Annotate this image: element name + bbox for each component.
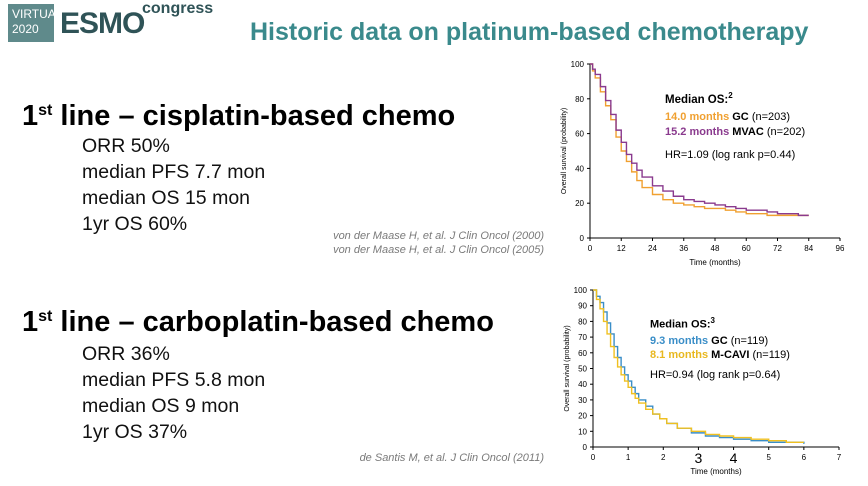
heading-superscript: st xyxy=(38,308,53,325)
heading-text: line – cisplatin-based chemo xyxy=(52,100,456,132)
x-tick-label: 4 xyxy=(730,450,738,466)
median-os-title: Median OS:2 xyxy=(665,91,733,106)
x-tick-label: 84 xyxy=(804,244,813,253)
x-tick-label: 96 xyxy=(836,244,845,253)
x-tick-label: 60 xyxy=(742,244,751,253)
km-chart-carboplatin: 0 10 20 30 40 50 60 70 80 90 100 0 1 2 3 4 5 6 7 Time (mont… xyxy=(558,284,848,484)
annotation-row-gc: 9.3 months GC (n=119) xyxy=(650,335,769,347)
logo-congress-text: congress xyxy=(142,0,214,17)
y-tick-label: 50 xyxy=(578,365,587,374)
x-tick-label: 7 xyxy=(837,453,842,462)
heading-text: line – carboplatin-based chemo xyxy=(52,306,494,338)
y-tick-label: 60 xyxy=(578,349,587,358)
logo-virtual-badge: VIRTUAL 2020 xyxy=(8,4,63,42)
survival-curve-series-1 xyxy=(590,63,809,217)
x-tick-label: 24 xyxy=(648,244,657,253)
stat-item: 1yr OS 60% xyxy=(82,213,188,235)
annotation-row-gc: 14.0 months GC (n=203) xyxy=(665,111,791,123)
slide-title: Historic data on platinum-based chemothe… xyxy=(250,18,809,46)
section-heading-cisplatin: 1st line – cisplatin-based chemo xyxy=(22,100,455,133)
logo-virtual-text: VIRTUAL xyxy=(12,7,63,21)
annotation-row-mvac: 15.2 months MVAC (n=202) xyxy=(665,126,806,138)
y-tick-label: 80 xyxy=(575,95,584,104)
x-tick-label: 0 xyxy=(588,244,593,253)
heading-number: 1 xyxy=(22,100,39,132)
survival-curve-series-2 xyxy=(593,289,804,443)
citation-line: von der Maase H, et al. J Clin Oncol (20… xyxy=(333,244,544,256)
hazard-ratio-text: HR=0.94 (log rank p=0.64) xyxy=(650,369,781,381)
y-tick-label: 30 xyxy=(578,396,587,405)
logo-year-text: 2020 xyxy=(12,22,39,36)
y-tick-label: 40 xyxy=(578,380,587,389)
stat-item: median PFS 5.8 mon xyxy=(82,369,266,391)
annotation-row-mcavi: 8.1 months M-CAVI (n=119) xyxy=(650,349,790,361)
x-tick-label: 72 xyxy=(773,244,782,253)
km-chart-svg: 0 20 40 60 80 100 0 12 24 36 48 60 72 84 96 Time (month… xyxy=(561,60,845,267)
stat-list-carboplatin: ORR 36% median PFS 5.8 mon median OS 9 m… xyxy=(82,341,265,445)
x-tick-label: 6 xyxy=(802,453,807,462)
x-tick-label: 48 xyxy=(711,244,720,253)
y-tick-label: 20 xyxy=(575,199,584,208)
x-tick-label: 1 xyxy=(626,453,631,462)
heading-superscript: st xyxy=(38,102,53,119)
x-tick-label: 5 xyxy=(766,453,771,462)
x-tick-label: 0 xyxy=(591,453,596,462)
y-axis-label: Overall survival (probability) xyxy=(561,108,568,194)
y-tick-label: 100 xyxy=(574,286,588,295)
x-tick-label: 2 xyxy=(661,453,666,462)
stat-list-cisplatin: ORR 50% median PFS 7.7 mon median OS 15 … xyxy=(82,133,265,237)
stat-item: median OS 15 mon xyxy=(82,187,251,209)
citation-line: de Santis M, et al. J Clin Oncol (2011) xyxy=(359,452,544,464)
stat-item: 1yr OS 37% xyxy=(82,421,188,443)
x-axis-label: Time (months) xyxy=(689,258,741,267)
km-chart-cisplatin: 0 20 40 60 80 100 0 12 24 36 48 60 72 84 96 Time (month… xyxy=(548,58,848,278)
stat-item: ORR 36% xyxy=(82,343,170,365)
survival-curve-series-1 xyxy=(593,289,805,444)
km-chart-svg: 0 10 20 30 40 50 60 70 80 90 100 0 1 2 3 4 5 6 7 Time (mont… xyxy=(564,286,842,476)
y-tick-label: 80 xyxy=(578,317,587,326)
x-tick-label: 12 xyxy=(617,244,626,253)
y-tick-label: 20 xyxy=(578,412,587,421)
stat-item: median PFS 7.7 mon xyxy=(82,161,266,183)
stat-item: ORR 50% xyxy=(82,135,170,157)
y-tick-label: 100 xyxy=(571,60,585,69)
section-heading-carboplatin: 1st line – carboplatin-based chemo xyxy=(22,306,494,339)
y-tick-label: 70 xyxy=(578,333,587,342)
esmo-logo: VIRTUAL 2020 ESMO congress xyxy=(8,0,213,46)
x-tick-label: 36 xyxy=(679,244,688,253)
y-tick-label: 10 xyxy=(578,427,587,436)
heading-number: 1 xyxy=(22,306,39,338)
x-axis-label: Time (months) xyxy=(690,467,742,476)
y-tick-label: 0 xyxy=(583,443,588,452)
y-tick-label: 90 xyxy=(578,302,587,311)
y-tick-label: 40 xyxy=(575,164,584,173)
y-tick-label: 0 xyxy=(580,234,585,243)
stat-item: median OS 9 mon xyxy=(82,395,240,417)
x-tick-label: 3 xyxy=(695,450,703,466)
survival-curve-series-2 xyxy=(590,63,809,217)
median-os-title: Median OS:3 xyxy=(650,316,715,331)
hazard-ratio-text: HR=1.09 (log rank p=0.44) xyxy=(665,149,796,161)
y-tick-label: 60 xyxy=(575,130,584,139)
citation-line: von der Maase H, et al. J Clin Oncol (20… xyxy=(333,230,544,242)
logo-esmo-text: ESMO xyxy=(60,7,145,40)
y-axis-label: Overall survival (probability) xyxy=(564,325,571,411)
